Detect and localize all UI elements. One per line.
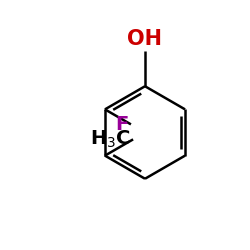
Text: OH: OH xyxy=(128,29,162,49)
Text: F: F xyxy=(115,115,128,134)
Text: H$_3$C: H$_3$C xyxy=(90,129,130,150)
